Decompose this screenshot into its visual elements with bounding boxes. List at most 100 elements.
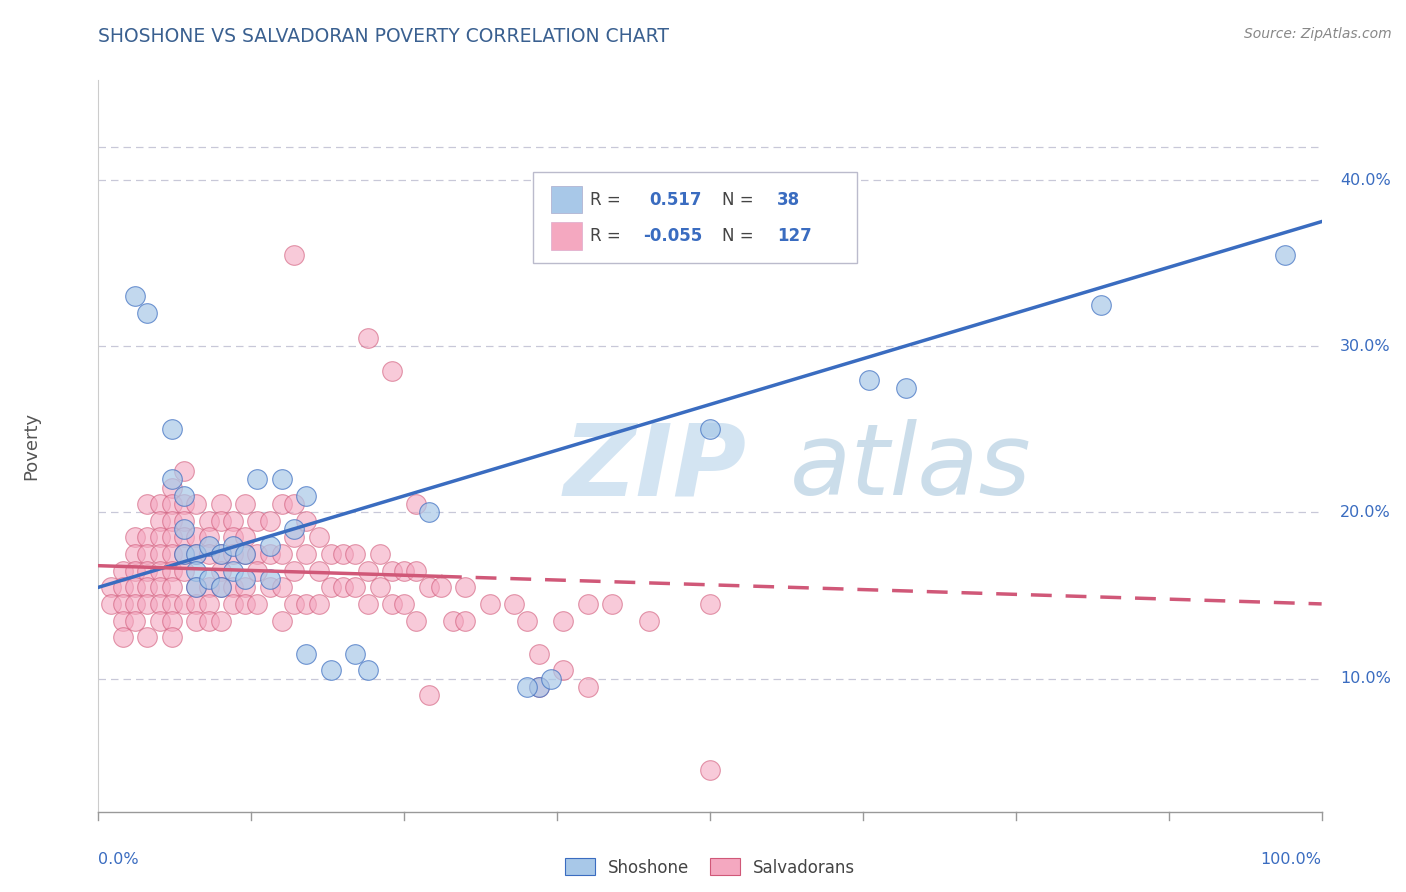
Point <box>100 597 122 611</box>
Point <box>381 564 404 578</box>
Text: atlas: atlas <box>790 419 1031 516</box>
Point <box>405 564 427 578</box>
Point <box>160 497 183 511</box>
Point <box>259 572 281 586</box>
Point <box>295 489 318 503</box>
Point <box>527 647 550 661</box>
Point <box>222 564 245 578</box>
Point <box>186 614 208 628</box>
Point <box>344 547 367 561</box>
Point <box>186 530 208 544</box>
Point <box>124 547 146 561</box>
Point <box>553 664 575 678</box>
Point <box>319 580 342 594</box>
Point <box>173 522 195 536</box>
Point <box>319 547 342 561</box>
Point <box>186 497 208 511</box>
Point <box>858 372 880 386</box>
Point <box>111 614 134 628</box>
Point <box>136 630 159 644</box>
Point <box>160 580 183 594</box>
Point <box>894 381 917 395</box>
Point <box>270 547 294 561</box>
Point <box>197 614 219 628</box>
Point <box>233 572 256 586</box>
Point <box>283 248 305 262</box>
Point <box>418 689 440 703</box>
Point <box>576 680 599 694</box>
Point <box>246 547 269 561</box>
Point <box>173 464 195 478</box>
Point <box>222 547 245 561</box>
Point <box>160 547 183 561</box>
Point <box>515 614 537 628</box>
Point <box>111 580 134 594</box>
Point <box>270 472 294 486</box>
Point <box>111 597 134 611</box>
Point <box>124 530 146 544</box>
Point <box>136 497 159 511</box>
Point <box>283 530 305 544</box>
Point <box>478 597 501 611</box>
Point <box>283 497 305 511</box>
Point <box>308 530 330 544</box>
Point <box>209 497 232 511</box>
Point <box>233 597 256 611</box>
Point <box>356 664 378 678</box>
Point <box>576 597 599 611</box>
Point <box>270 497 294 511</box>
Point <box>149 614 172 628</box>
Point <box>209 547 232 561</box>
Point <box>381 364 404 378</box>
Point <box>1090 298 1112 312</box>
Point <box>356 597 378 611</box>
Point <box>233 547 256 561</box>
Point <box>270 580 294 594</box>
Point <box>222 539 245 553</box>
Point <box>197 547 219 561</box>
Point <box>381 597 404 611</box>
Text: 0.0%: 0.0% <box>98 852 139 867</box>
Point <box>441 614 464 628</box>
Point <box>197 597 219 611</box>
Point <box>527 680 550 694</box>
Point <box>197 580 219 594</box>
Point <box>1274 248 1296 262</box>
Point <box>222 514 245 528</box>
Point <box>259 580 281 594</box>
Text: N =: N = <box>723 191 754 209</box>
Point <box>699 422 721 436</box>
Text: 127: 127 <box>778 227 813 245</box>
Point <box>233 497 256 511</box>
Point <box>124 580 146 594</box>
Point <box>454 580 477 594</box>
Text: R =: R = <box>591 227 621 245</box>
Point <box>699 763 721 777</box>
Text: 100.0%: 100.0% <box>1261 852 1322 867</box>
Point <box>149 514 172 528</box>
Point <box>160 472 183 486</box>
Point <box>222 580 245 594</box>
Text: 30.0%: 30.0% <box>1340 339 1391 354</box>
Point <box>332 547 354 561</box>
Point <box>173 497 195 511</box>
Point <box>149 564 172 578</box>
Point <box>136 306 159 320</box>
Legend: Shoshone, Salvadorans: Shoshone, Salvadorans <box>565 858 855 877</box>
Point <box>160 614 183 628</box>
Point <box>124 614 146 628</box>
Point <box>405 614 427 628</box>
Point <box>368 547 391 561</box>
Point <box>186 547 208 561</box>
Point <box>149 597 172 611</box>
Point <box>186 597 208 611</box>
Point <box>124 289 146 303</box>
Point <box>295 547 318 561</box>
Point <box>344 647 367 661</box>
Point <box>392 597 416 611</box>
Point <box>160 481 183 495</box>
Text: SHOSHONE VS SALVADORAN POVERTY CORRELATION CHART: SHOSHONE VS SALVADORAN POVERTY CORRELATI… <box>98 27 669 45</box>
Point <box>160 564 183 578</box>
Point <box>124 564 146 578</box>
Point <box>259 514 281 528</box>
